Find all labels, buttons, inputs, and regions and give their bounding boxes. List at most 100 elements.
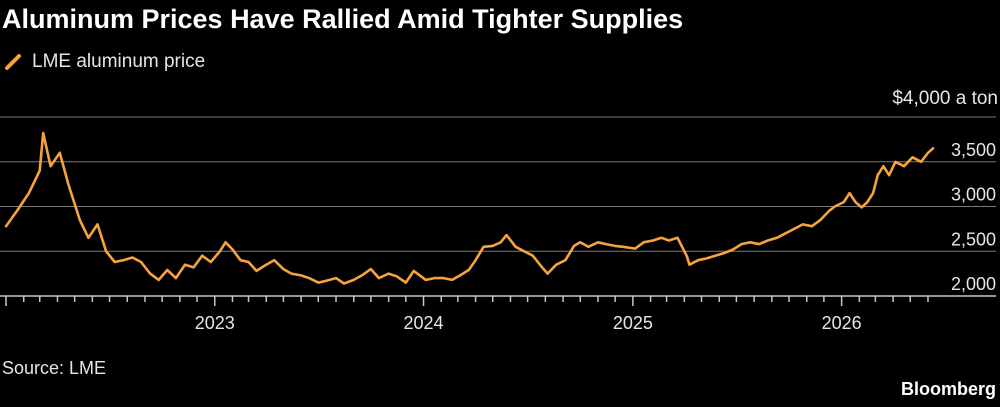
data-point <box>523 250 525 253</box>
data-point <box>157 279 160 281</box>
data-point <box>67 183 70 185</box>
data-point <box>352 279 355 281</box>
data-point <box>210 261 212 263</box>
data-point <box>105 250 107 253</box>
data-point <box>378 277 380 279</box>
data-point <box>325 280 328 282</box>
x-tick-label: 2025 <box>613 313 653 333</box>
data-point <box>395 275 398 278</box>
data-point <box>239 259 242 262</box>
data-point <box>688 263 691 266</box>
data-point <box>149 272 151 275</box>
data-point <box>540 265 543 268</box>
data-point <box>685 254 688 257</box>
data-point <box>42 132 44 134</box>
source-note: Source: LME <box>2 358 107 378</box>
data-point <box>705 257 708 260</box>
data-point <box>634 247 636 250</box>
data-point <box>776 237 778 239</box>
data-point <box>668 239 670 242</box>
data-point <box>514 246 517 248</box>
data-point <box>175 277 177 279</box>
data-point <box>888 174 890 176</box>
data-point <box>546 272 549 275</box>
data-point <box>491 245 494 247</box>
y-tick-label: 2,500 <box>951 229 996 249</box>
data-point <box>932 147 934 150</box>
data-point <box>597 241 599 244</box>
data-point <box>113 261 116 263</box>
y-tick-labels: 2,000 2,500 3,000 3,500 <box>951 140 996 294</box>
data-point <box>131 256 134 259</box>
legend-line-icon <box>5 54 21 70</box>
data-point <box>723 252 726 254</box>
x-tick-label: 2023 <box>195 313 235 333</box>
data-point <box>587 246 590 248</box>
brand-logo: Bloomberg <box>900 379 996 399</box>
data-point <box>860 206 863 209</box>
data-point <box>660 237 663 239</box>
data-point <box>335 277 337 279</box>
data-point <box>87 237 90 239</box>
data-point <box>882 165 885 167</box>
data-point <box>265 263 268 266</box>
data-point <box>387 272 390 275</box>
data-point <box>16 210 18 212</box>
y-tick-label: 3,000 <box>951 185 996 205</box>
legend-label: LME aluminum price <box>32 51 206 72</box>
y-tick-label: 2,000 <box>951 274 996 294</box>
data-point <box>474 259 477 262</box>
data-point <box>224 241 227 244</box>
data-point <box>122 259 125 262</box>
data-point <box>482 246 485 248</box>
data-point <box>854 201 857 203</box>
data-point <box>300 274 302 277</box>
data-point <box>290 272 293 275</box>
data-point <box>59 152 61 154</box>
data-point <box>247 261 250 263</box>
data-point <box>801 223 804 226</box>
chart-title: Aluminum Prices Have Rallied Amid Tighte… <box>2 4 684 34</box>
data-point <box>451 279 453 281</box>
data-point <box>732 248 734 251</box>
x-tick-label: 2024 <box>404 313 444 333</box>
data-point <box>676 237 679 239</box>
data-point <box>201 254 203 257</box>
data-point <box>876 174 879 176</box>
data-point <box>192 266 195 269</box>
data-point <box>714 254 716 257</box>
data-point <box>579 241 581 244</box>
data-point <box>282 268 285 270</box>
data-point <box>361 274 363 277</box>
data-point <box>749 241 751 244</box>
data-point <box>740 243 743 245</box>
data-point <box>697 259 699 262</box>
data-point <box>614 245 616 247</box>
data-point <box>5 225 7 227</box>
data-point <box>872 192 874 194</box>
data-point <box>911 156 914 159</box>
data-point <box>793 228 795 230</box>
data-point <box>28 192 30 194</box>
data-point <box>405 281 407 284</box>
x-tick-label: 2026 <box>822 313 862 333</box>
data-point <box>499 241 502 244</box>
data-point <box>828 210 830 212</box>
data-point <box>758 243 761 245</box>
data-point <box>927 152 929 154</box>
data-point <box>622 246 624 248</box>
data-point <box>231 248 234 251</box>
x-axis <box>5 296 929 306</box>
data-point <box>317 281 320 284</box>
data-point <box>343 282 345 285</box>
data-point <box>894 161 897 163</box>
data-point <box>79 219 81 221</box>
data-point <box>767 239 769 242</box>
series-line-lme-aluminum-price <box>4 131 935 285</box>
data-point <box>467 269 470 271</box>
data-point <box>38 169 41 172</box>
data-point <box>370 268 372 270</box>
data-point <box>433 277 436 279</box>
data-point <box>848 192 851 194</box>
